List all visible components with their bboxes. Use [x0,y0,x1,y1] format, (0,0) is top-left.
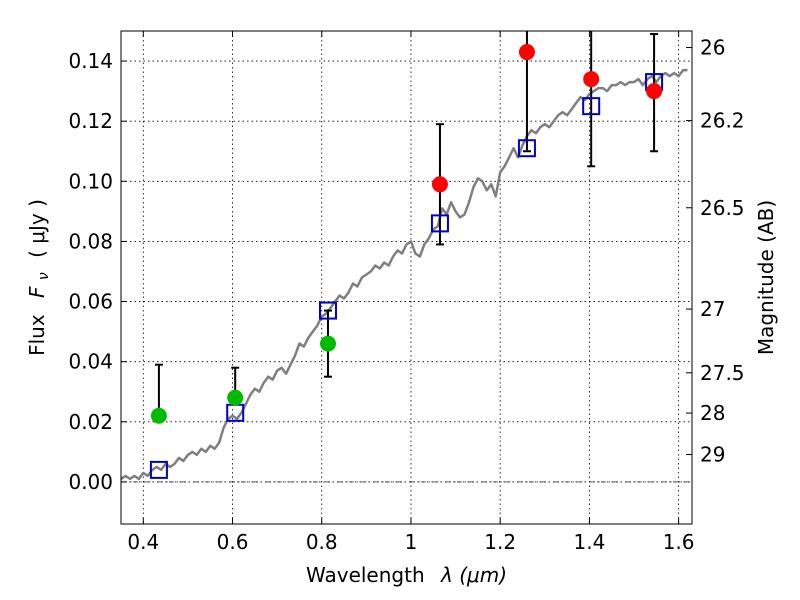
right-axis-tick-label: 27.5 [700,361,745,385]
x-tick-label: 0.4 [127,530,159,554]
y-axis-label-subscript: ν [36,272,52,280]
right-axis-label: Magnitude (AB) [754,200,778,355]
y-axis-label-symbol: F [25,286,49,298]
observed-point-circle [431,176,448,193]
spectrum-line [120,68,688,481]
y-tick-label: 0.14 [68,49,113,73]
model-point-square [517,139,536,158]
x-tick-label: 1.6 [663,530,695,554]
y-tick-label: 0.10 [68,169,113,193]
x-axis-label: Wavelength λ (μm) [306,563,507,587]
x-tick-label: 0.8 [306,530,338,554]
spectrum-series [120,68,688,481]
model-point-square [318,301,337,320]
observed-point-circle [319,335,336,352]
x-tick-label: 0.6 [217,530,249,554]
observed-point-circle [150,407,167,424]
x-tick-label: 1 [405,530,418,554]
y-axis-label-text: Flux [25,314,49,356]
y-tick-label: 0.12 [68,109,113,133]
x-axis-label-math: λ (μm) [440,563,507,587]
model-point-square [430,214,449,233]
y-tick-label: 0.08 [68,229,113,253]
observed-point-circle [227,389,244,406]
model-point-square [149,460,168,479]
x-axis-label-text: Wavelength [306,563,425,587]
right-axis-tick-label: 27 [700,297,725,321]
data-markers [149,44,664,479]
model-point-square [582,97,601,116]
y-tick-label: 0.00 [68,470,113,494]
right-axis-tick-label: 28 [700,401,725,425]
observed-point-circle [646,83,663,100]
plot-frame [120,30,693,525]
error-bars [154,31,659,417]
right-axis-tick-label: 29 [700,443,725,467]
grid [121,31,692,524]
observed-point-circle [518,44,535,61]
x-tick-label: 1.2 [484,530,516,554]
y-tick-label: 0.04 [68,350,113,374]
y-tick-label: 0.02 [68,410,113,434]
right-axis-tick-label: 26.2 [700,109,745,133]
y-axis-label: Flux F ν ( μJy ) [25,199,53,356]
axis-ticks: 0.4 0.6 0.8 1 1.2 1.4 1.6 0.00 0.02 0.04 0.06 0.08 0… [68,31,745,554]
right-axis-tick-label: 26 [700,36,725,60]
observed-point-circle [583,71,600,88]
y-tick-label: 0.06 [68,290,113,314]
x-tick-label: 1.4 [573,530,605,554]
y-axis-label-units: ( μJy ) [25,199,49,258]
right-axis-tick-label: 26.5 [700,196,745,220]
